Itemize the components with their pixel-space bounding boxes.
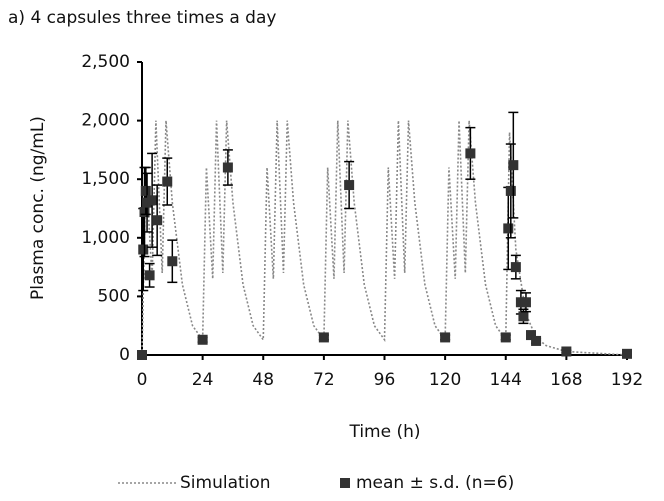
x-tick-label: 48 xyxy=(252,370,274,390)
y-tick-label: 1,500 xyxy=(81,169,130,189)
chart-title: a) 4 capsules three times a day xyxy=(8,8,276,28)
mean-marker xyxy=(508,160,519,171)
y-tick-label: 2,500 xyxy=(81,52,130,72)
mean-marker xyxy=(167,256,178,267)
legend-swatch xyxy=(340,478,350,488)
mean-marker xyxy=(142,197,153,208)
mean-marker xyxy=(139,207,150,218)
y-tick-label: 1,000 xyxy=(81,228,130,248)
mean-marker xyxy=(622,348,632,359)
mean-marker xyxy=(526,330,537,341)
x-axis-label: Time (h) xyxy=(348,422,420,442)
mean-marker xyxy=(140,185,151,196)
y-tick-label: 500 xyxy=(98,286,130,306)
mean-marker xyxy=(505,185,516,196)
mean-marker xyxy=(518,311,529,322)
x-tick-label: 120 xyxy=(429,370,461,390)
mean-marker xyxy=(162,176,173,187)
y-tick-label: 0 xyxy=(119,345,130,365)
x-tick-label: 144 xyxy=(490,370,522,390)
x-tick-label: 72 xyxy=(313,370,335,390)
mean-marker xyxy=(222,162,233,173)
legend-label: Simulation xyxy=(180,473,271,493)
x-tick-label: 192 xyxy=(611,370,643,390)
mean-marker xyxy=(144,270,155,281)
mean-marker xyxy=(440,332,451,343)
x-tick-label: 24 xyxy=(192,370,214,390)
x-tick-label: 96 xyxy=(374,370,396,390)
mean-marker xyxy=(152,215,163,226)
mean-marker xyxy=(515,297,526,308)
mean-marker xyxy=(138,244,149,255)
mean-marker xyxy=(465,148,476,159)
mean-marker xyxy=(318,332,329,343)
y-tick-label: 2,000 xyxy=(81,111,130,131)
mean-marker xyxy=(520,297,531,308)
x-tick-label: 168 xyxy=(550,370,582,390)
x-tick-label: 0 xyxy=(137,370,148,390)
mean-marker xyxy=(344,180,355,191)
mean-marker xyxy=(503,223,514,234)
mean-marker xyxy=(561,346,572,357)
y-axis-label: Plasma conc. (ng/mL) xyxy=(28,116,48,300)
mean-marker xyxy=(510,262,521,273)
legend-label: mean ± s.d. (n=6) xyxy=(356,473,514,493)
mean-marker xyxy=(531,335,542,346)
mean-marker xyxy=(147,195,158,206)
mean-marker xyxy=(500,332,511,343)
mean-marker xyxy=(197,334,208,345)
mean-marker xyxy=(137,350,147,360)
simulation-line xyxy=(141,120,628,356)
